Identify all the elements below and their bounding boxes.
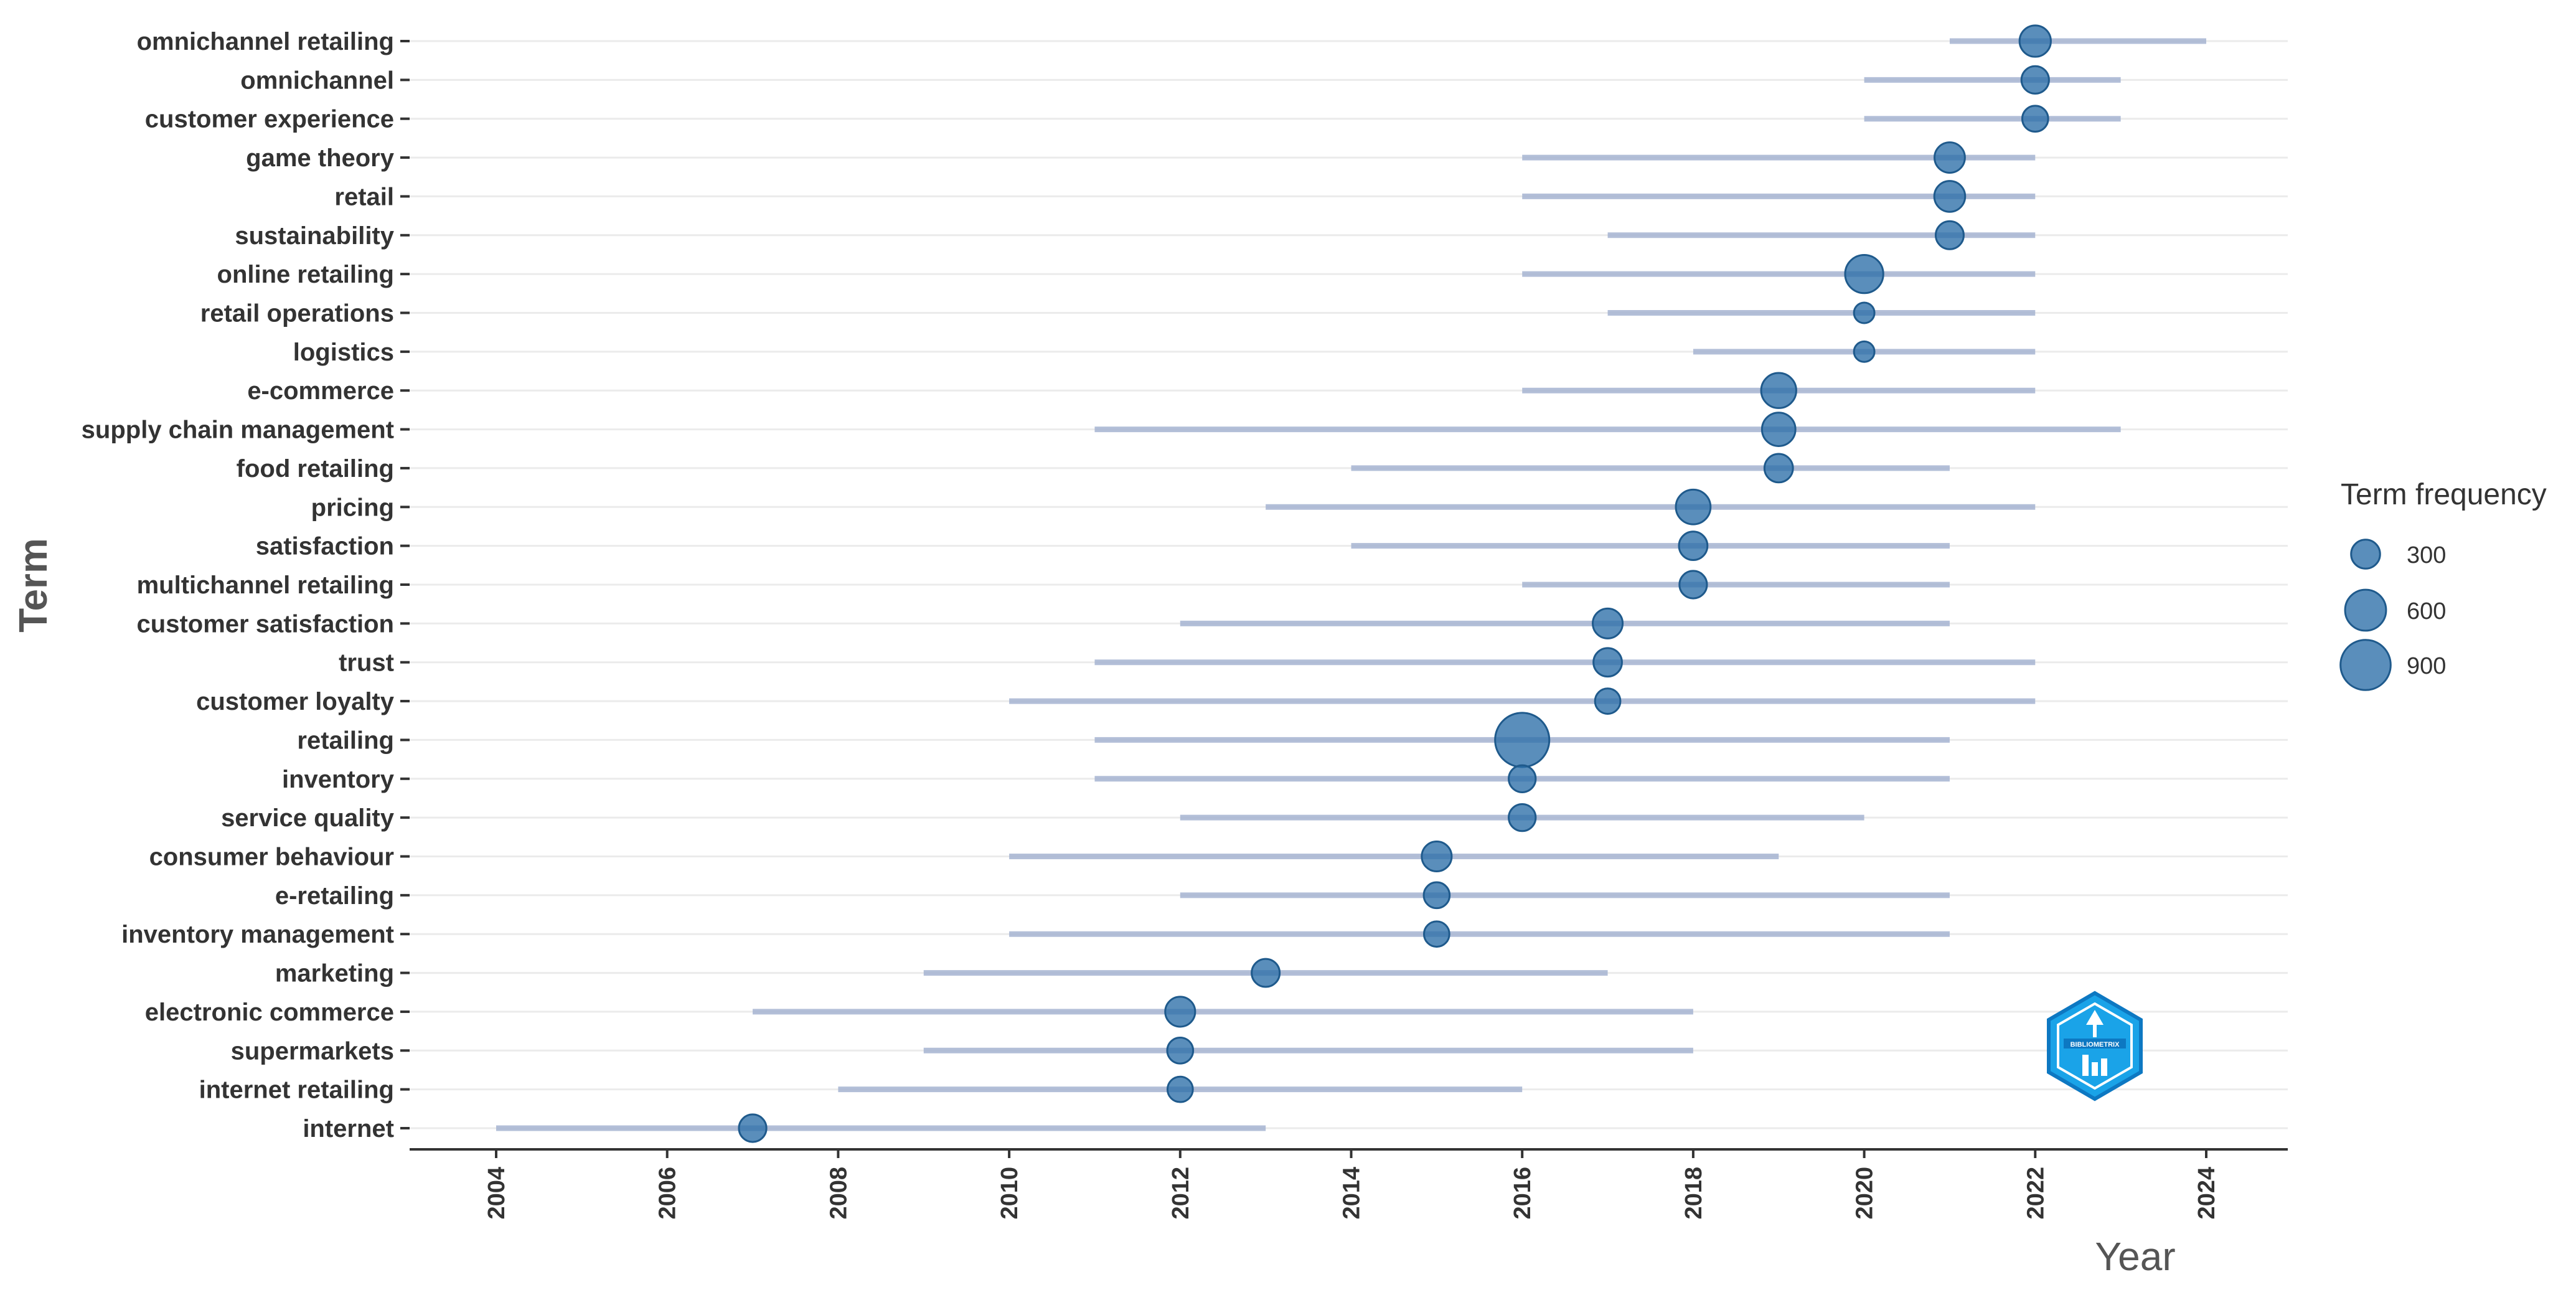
- term-point: [2020, 65, 2050, 95]
- legend-label: 600: [2407, 598, 2446, 624]
- term-point: [1251, 958, 1281, 988]
- term-point: [1934, 141, 1966, 174]
- legend-label: 300: [2407, 542, 2446, 568]
- term-label: marketing: [275, 960, 394, 987]
- term-label: customer experience: [145, 106, 394, 133]
- term-label: service quality: [221, 804, 395, 832]
- x-tick-label: 2024: [2194, 1167, 2220, 1220]
- term-point: [1853, 301, 1876, 324]
- term-label: omnichannel retailing: [137, 28, 394, 55]
- y-axis-title: Term: [11, 538, 55, 633]
- term-label: supply chain management: [82, 417, 394, 444]
- term-label: internet retailing: [199, 1077, 394, 1104]
- term-label: satisfaction: [256, 533, 394, 560]
- term-label: inventory: [282, 766, 395, 793]
- term-label: retailing: [297, 727, 394, 754]
- x-tick-label: 2016: [1510, 1167, 1536, 1220]
- term-point: [1933, 180, 1967, 213]
- term-point: [1422, 920, 1450, 948]
- legend: Term frequency 300 600 900: [2339, 478, 2547, 691]
- legend-label: 900: [2407, 653, 2446, 679]
- x-tick-label: 2008: [825, 1167, 852, 1220]
- term-point: [1592, 647, 1623, 678]
- term-point: [1853, 340, 1876, 363]
- term-label: retail: [334, 183, 394, 210]
- term-label: online retailing: [217, 261, 394, 288]
- term-label: logistics: [293, 339, 394, 366]
- x-tick-label: 2004: [484, 1167, 510, 1220]
- term-point: [2021, 105, 2049, 133]
- logo-text: BIBLIOMETRIX: [2071, 1041, 2120, 1048]
- term-point: [1421, 840, 1453, 873]
- term-point: [738, 1113, 768, 1143]
- term-point: [1508, 764, 1537, 793]
- x-tick-label: 2018: [1681, 1167, 1707, 1220]
- x-tick-label: 2022: [2023, 1167, 2049, 1220]
- legend-size-key: [2339, 639, 2392, 691]
- term-label: trust: [339, 649, 394, 677]
- term-point: [1844, 254, 1884, 295]
- term-label: customer loyalty: [196, 688, 395, 715]
- term-label: electronic commerce: [145, 999, 394, 1026]
- term-point: [1678, 530, 1709, 562]
- term-label: e-retailing: [275, 882, 394, 910]
- term-point: [1592, 607, 1624, 639]
- term-point: [1760, 412, 1797, 447]
- term-label: retail operations: [200, 300, 394, 328]
- legend-title: Term frequency: [2341, 478, 2547, 511]
- term-label: consumer behaviour: [149, 844, 394, 871]
- x-tick-label: 2010: [997, 1167, 1023, 1220]
- term-point: [1763, 453, 1794, 484]
- gridlines: [410, 40, 2288, 1129]
- term-label: supermarkets: [231, 1037, 394, 1065]
- term-point: [1678, 570, 1708, 600]
- term-point: [1166, 1036, 1195, 1065]
- term-label: game theory: [246, 144, 395, 172]
- bibliometrix-logo-icon: BIBLIOMETRIX: [2047, 991, 2143, 1101]
- x-tick-label: 2012: [1168, 1167, 1194, 1220]
- term-label: omnichannel: [240, 67, 394, 94]
- x-tick-label: 2014: [1339, 1167, 1365, 1220]
- term-point: [1494, 712, 1551, 768]
- term-point: [1594, 687, 1622, 715]
- term-point: [1508, 803, 1537, 832]
- term-label: e-commerce: [247, 377, 394, 405]
- points: [738, 24, 2052, 1143]
- y-tick-labels: omnichannel retailing omnichannel customer…: [82, 28, 410, 1143]
- term-label: sustainability: [235, 222, 394, 250]
- x-axis-title: Year: [2095, 1234, 2175, 1279]
- term-point: [1675, 488, 1712, 525]
- term-point: [1422, 881, 1451, 910]
- x-tick-label: 2006: [655, 1167, 681, 1220]
- term-label: internet: [303, 1115, 394, 1143]
- range-lines: [496, 38, 2206, 1131]
- term-label: inventory management: [121, 921, 394, 948]
- term-label: customer satisfaction: [137, 610, 394, 638]
- term-point: [1164, 996, 1196, 1028]
- legend-size-key: [2344, 588, 2387, 632]
- legend-size-key: [2350, 539, 2381, 570]
- term-point: [1934, 220, 1965, 250]
- term-point: [1166, 1075, 1194, 1103]
- term-point: [2018, 24, 2052, 58]
- x-tick-label: 2020: [1852, 1167, 1878, 1220]
- term-label: multichannel retailing: [137, 572, 394, 599]
- term-label: food retailing: [237, 455, 394, 483]
- term-point: [1760, 372, 1797, 409]
- x-axis: 2004 2006 2008 2010 2012 2014 2016 2018 2020 2022…: [410, 1148, 2288, 1220]
- term-label: pricing: [311, 494, 394, 521]
